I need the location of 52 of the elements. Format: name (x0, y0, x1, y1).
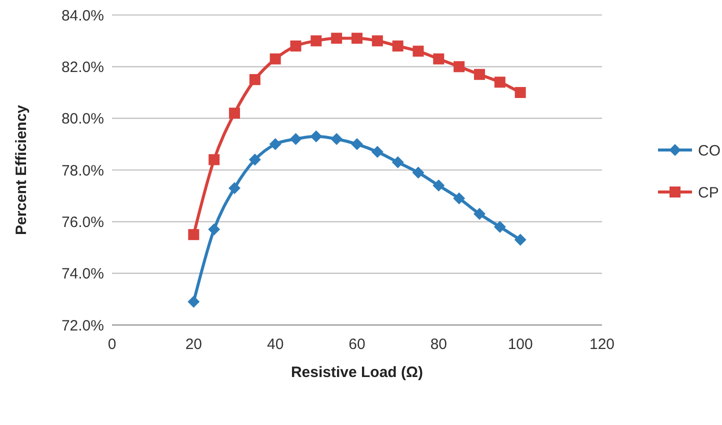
y-tick-label: 78.0% (61, 162, 104, 180)
point (208, 223, 220, 236)
point (372, 35, 383, 46)
y-tick-label: 76.0% (61, 214, 104, 231)
point (188, 229, 200, 240)
x-axis-title: Resistive Load (Ω) (290, 364, 424, 381)
point (392, 156, 404, 168)
point (514, 87, 526, 98)
point (352, 32, 362, 44)
y-tick-label: 74.0% (61, 266, 104, 283)
point (208, 154, 220, 166)
point (270, 53, 281, 64)
point (454, 61, 465, 72)
y-axis-title: Percent Efficiency (13, 104, 30, 236)
y-tick-label: 72.0% (61, 317, 104, 334)
point (412, 166, 424, 179)
x-tick-label: 20 (185, 336, 202, 353)
point (474, 68, 485, 80)
x-tick-label: 60 (348, 336, 366, 353)
legend-label: CP (698, 184, 719, 202)
point (331, 32, 342, 44)
point (249, 74, 260, 86)
point (412, 46, 424, 57)
y-tick-label: 80.0% (61, 110, 104, 128)
point (269, 138, 282, 150)
x-tick-label: 40 (266, 336, 284, 353)
point (453, 192, 466, 204)
point (188, 296, 200, 308)
x-tick-label: 120 (589, 336, 615, 353)
x-tick-label: 0 (108, 336, 116, 353)
point (371, 146, 384, 158)
point (290, 133, 302, 145)
point (494, 76, 506, 88)
point (290, 40, 302, 52)
point (330, 133, 343, 145)
point (310, 35, 322, 46)
point (228, 182, 240, 194)
x-tick-label: 100 (508, 336, 533, 353)
y-tick-label: 84.0% (61, 7, 104, 24)
point (351, 138, 363, 150)
legend-label: CO (698, 142, 720, 160)
point (432, 180, 445, 192)
point (433, 53, 444, 64)
point (229, 108, 240, 119)
point (248, 154, 261, 166)
point (310, 130, 322, 142)
point (474, 208, 486, 220)
x-tick-label: 80 (430, 336, 448, 353)
point (494, 220, 506, 233)
y-tick-label: 82.0% (61, 58, 104, 76)
point (392, 40, 404, 52)
point (514, 234, 526, 246)
